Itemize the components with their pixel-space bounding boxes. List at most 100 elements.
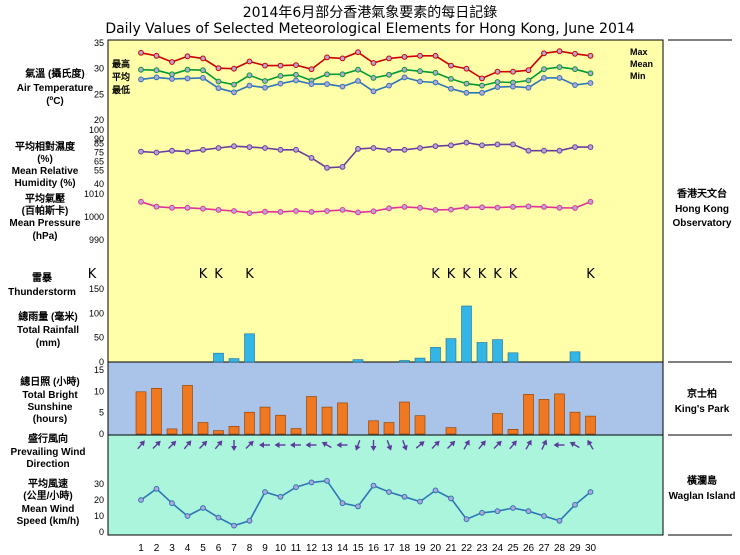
pressure-point-1 — [138, 198, 144, 205]
temp-mean-point-9 — [262, 78, 268, 84]
temp-min-point-21 — [448, 85, 454, 92]
temp-min-point-25 — [510, 83, 516, 90]
temp-min-point-12 — [308, 81, 315, 87]
wind-arrow-head — [569, 441, 576, 448]
pressure-ytick-1010: 1010 — [84, 189, 104, 199]
pressure-point-30 — [587, 198, 594, 205]
temp-min-point-14 — [339, 83, 346, 90]
day-label-22: 22 — [461, 543, 473, 554]
windspeed-point-3 — [169, 500, 175, 507]
wind-arrow-19 — [415, 441, 425, 449]
title-zh: 2014年6月部分香港氣象要素的每日記錄 — [243, 4, 498, 21]
day-label-11: 11 — [291, 543, 302, 554]
temp-min-point-30 — [587, 80, 594, 86]
pressure-label-en2: (hPa) — [33, 231, 58, 242]
temp-mean-point-10 — [277, 73, 284, 79]
windspeed-ytick-0: 0 — [99, 527, 104, 537]
windspeed-point-1 — [138, 497, 144, 503]
day-label-25: 25 — [507, 543, 519, 554]
station-hko-zh: 香港天文台 — [677, 187, 727, 200]
temp-max-point-29 — [572, 50, 578, 57]
humidity-ytick-100: 100 — [89, 125, 104, 135]
sun-bar-3 — [166, 428, 178, 435]
humidity-point-17 — [386, 146, 392, 153]
thunder-symbol-day-6: K — [214, 267, 223, 282]
sun-bar-25 — [507, 428, 519, 435]
sun-bar-19 — [414, 415, 426, 435]
humidity-point-7 — [231, 143, 237, 150]
wind-arrow-head — [511, 440, 517, 447]
humidity-point-2 — [153, 149, 160, 156]
wind-arrow-24 — [493, 440, 502, 450]
humidity-point-3 — [169, 147, 175, 154]
humidity-point-16 — [370, 145, 377, 151]
humidity-point-29 — [572, 144, 578, 151]
temp-min-point-27 — [541, 75, 547, 81]
sun-bar-30 — [585, 415, 596, 435]
temp-ytick-20: 20 — [94, 115, 104, 125]
station-wgl-zh: 橫瀾島 — [687, 474, 717, 487]
temp-max-point-4 — [184, 53, 191, 60]
humidity-point-25 — [510, 141, 516, 148]
sun-bar-2 — [151, 387, 162, 435]
temp-min-point-10 — [277, 80, 284, 87]
day-label-30: 30 — [585, 543, 597, 554]
pressure-point-6 — [215, 207, 222, 213]
windspeed-point-7 — [231, 522, 237, 529]
temp-mean-point-24 — [494, 79, 501, 85]
day-label-24: 24 — [492, 543, 504, 554]
sun-label-en3: (hours) — [33, 414, 67, 425]
windspd-label-zh2: (公里/小時) — [23, 489, 72, 502]
wind-arrow-5 — [198, 440, 208, 450]
wind-arrow-head — [386, 444, 393, 451]
humidity-point-19 — [417, 145, 423, 151]
sun-bar-18 — [399, 401, 410, 435]
windspeed-point-15 — [355, 503, 361, 510]
pressure-point-5 — [200, 205, 206, 212]
day-label-20: 20 — [430, 543, 442, 554]
wind-arrow-head — [231, 446, 237, 451]
station-hko-en2: Observatory — [673, 218, 732, 229]
temp-max-point-25 — [510, 68, 516, 75]
thunder-symbol-day-21: K — [447, 267, 456, 282]
windspeed-point-16 — [370, 482, 377, 489]
sun-bar-6 — [213, 430, 224, 435]
humidity-label-en2: Humidity (%) — [14, 178, 75, 189]
temp-min-point-7 — [231, 89, 237, 96]
wind-arrow-head — [139, 440, 145, 447]
wind-arrow-head — [259, 442, 264, 448]
pressure-point-7 — [231, 208, 237, 214]
wgl-panel-bg — [107, 434, 664, 536]
wind-arrow-9 — [259, 442, 270, 448]
wind-arrow-21 — [446, 440, 456, 450]
winddir-label-en1: Prevailing Wind — [11, 447, 86, 458]
pressure-point-24 — [494, 204, 501, 211]
temp-mean-point-29 — [572, 66, 578, 73]
wind-arrow-head — [541, 439, 548, 446]
temp-mean-point-18 — [401, 66, 408, 73]
sun-bar-5 — [197, 422, 209, 435]
thunder-legend-symbol: K — [88, 267, 97, 282]
wind-arrow-8 — [245, 440, 254, 450]
day-label-14: 14 — [337, 543, 349, 554]
temp-min-point-20 — [432, 79, 439, 86]
windspeed-point-11 — [293, 484, 299, 491]
windspeed-point-30 — [587, 489, 594, 495]
rain-ytick-150: 150 — [89, 284, 104, 294]
temp-min-point-8 — [246, 82, 253, 89]
temp-mean-point-14 — [339, 71, 346, 78]
day-label-1: 1 — [138, 543, 144, 554]
sun-bar-12 — [306, 396, 317, 435]
wind-arrow-22 — [463, 439, 470, 450]
wind-arrow-20 — [431, 440, 440, 450]
day-label-28: 28 — [554, 543, 566, 554]
humidity-point-23 — [479, 142, 485, 149]
wind-arrow-10 — [274, 442, 286, 448]
windspeed-point-25 — [510, 505, 516, 511]
wind-arrow-head — [305, 442, 311, 448]
temp-max-point-13 — [324, 54, 330, 61]
wind-arrow-29 — [569, 441, 580, 449]
day-label-7: 7 — [231, 543, 237, 554]
